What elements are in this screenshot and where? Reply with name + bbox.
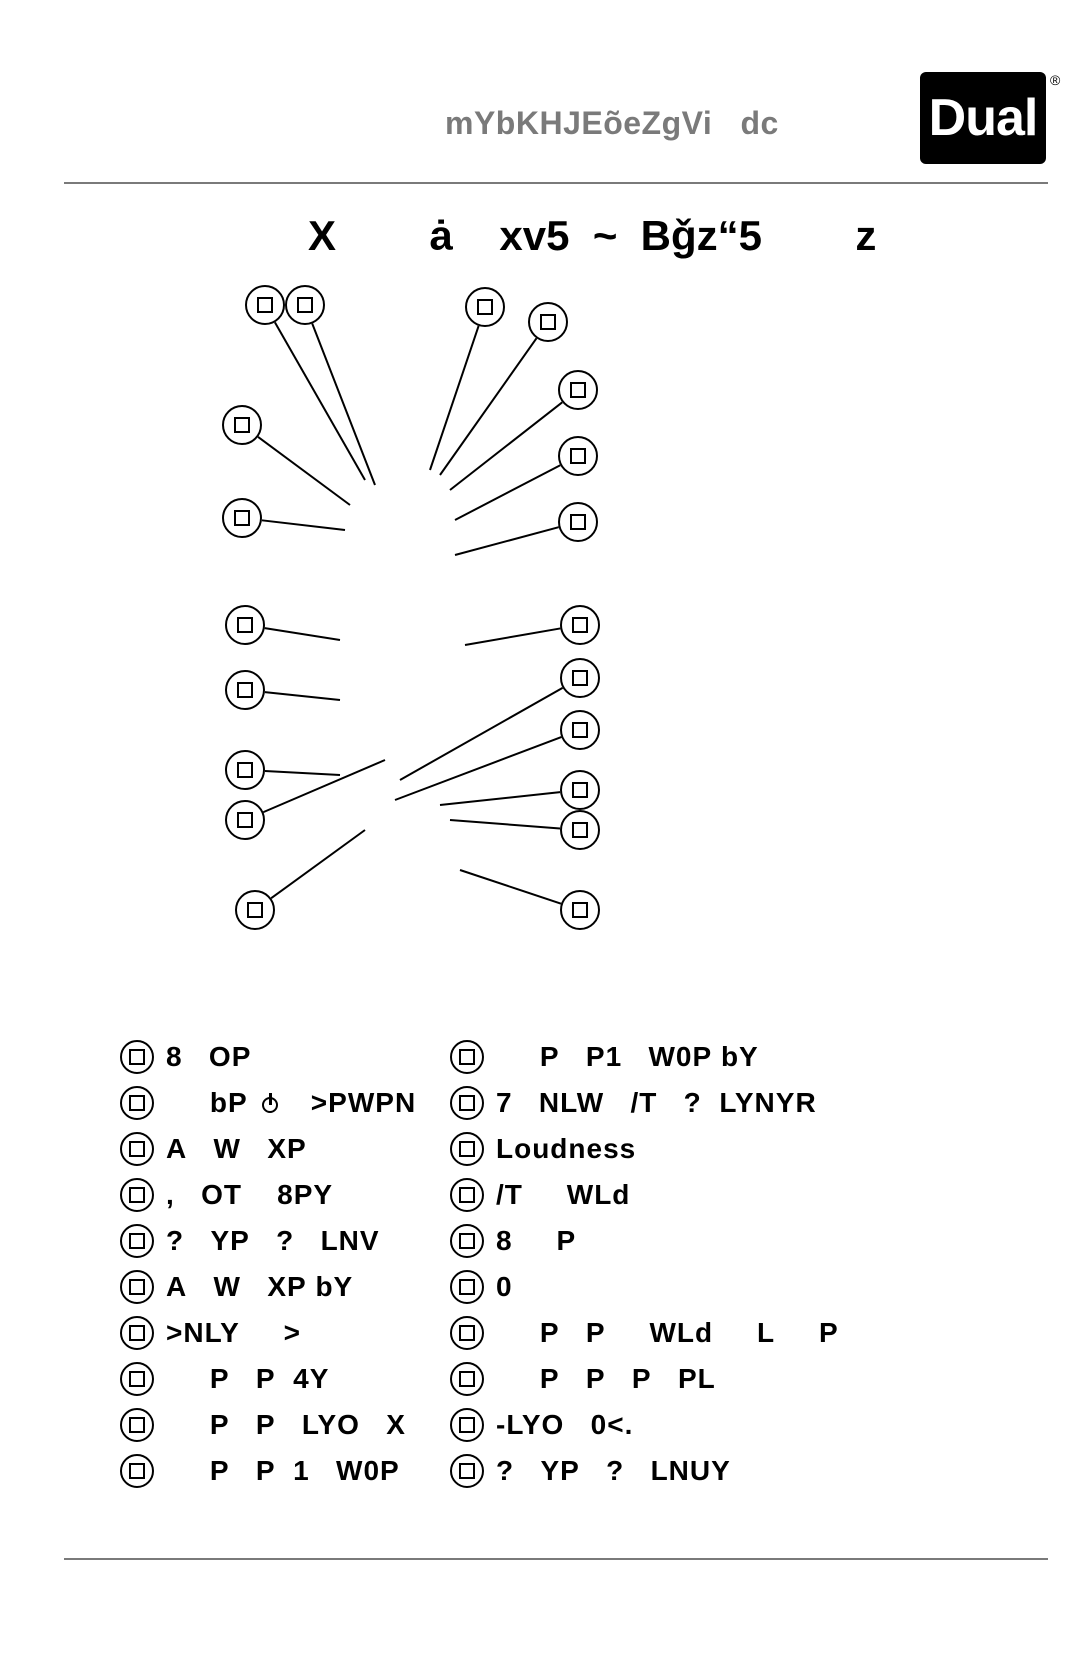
legend-item: -LYO 0<.	[450, 1408, 633, 1442]
callout-marker	[465, 287, 505, 327]
bottom-rule	[64, 1558, 1048, 1560]
legend-label: -LYO 0<.	[496, 1409, 633, 1441]
callout-marker	[558, 370, 598, 410]
callout-marker	[225, 605, 265, 645]
legend-label: 7 NLW /T ? LYNYR	[496, 1087, 817, 1119]
legend-label: P P1 W0P bY	[496, 1041, 759, 1073]
legend-label: A W XP bY	[166, 1271, 353, 1303]
registered-mark: ®	[1050, 72, 1060, 88]
legend-marker-icon	[450, 1132, 484, 1166]
legend-item: P P WLd L P	[450, 1316, 839, 1350]
legend-marker-icon	[450, 1362, 484, 1396]
legend-item: Loudness	[450, 1132, 636, 1166]
legend-item: A W XP	[120, 1132, 307, 1166]
header-subtitle: mYbKHJEõeZgVi dc	[445, 105, 779, 142]
legend-marker-icon	[120, 1178, 154, 1212]
callout-marker	[225, 670, 265, 710]
legend-label: 8 OP	[166, 1041, 251, 1073]
callout-marker	[528, 302, 568, 342]
legend-marker-icon	[120, 1362, 154, 1396]
callout-marker	[560, 710, 600, 750]
callout-marker	[225, 750, 265, 790]
legend-item: 8 P	[450, 1224, 576, 1258]
legend-item: ? YP ? LNUY	[450, 1454, 731, 1488]
callout-marker	[560, 658, 600, 698]
legend-item: >NLY >	[120, 1316, 301, 1350]
legend-marker-icon	[120, 1040, 154, 1074]
legend-label: Loudness	[496, 1133, 636, 1165]
legend-label: 8 P	[496, 1225, 576, 1257]
legend-label: /T WLd	[496, 1179, 630, 1211]
legend-item: P P LYO X	[120, 1408, 406, 1442]
legend-label: , OT 8PY	[166, 1179, 333, 1211]
legend-label: 0	[496, 1271, 513, 1303]
legend-item: , OT 8PY	[120, 1178, 333, 1212]
legend-marker-icon	[450, 1086, 484, 1120]
legend-marker-icon	[450, 1454, 484, 1488]
legend-label: P P WLd L P	[496, 1317, 839, 1349]
callout-marker	[560, 605, 600, 645]
legend-marker-icon	[450, 1178, 484, 1212]
legend-item: P P1 W0P bY	[450, 1040, 759, 1074]
legend-marker-icon	[450, 1224, 484, 1258]
legend-item: P P P PL	[450, 1362, 716, 1396]
legend-label: ? YP ? LNUY	[496, 1455, 731, 1487]
legend-item: 8 OP	[120, 1040, 251, 1074]
callout-marker	[560, 770, 600, 810]
legend-item: P P 4Y	[120, 1362, 329, 1396]
legend-marker-icon	[120, 1270, 154, 1304]
callout-marker	[245, 285, 285, 325]
callout-marker	[225, 800, 265, 840]
legend-item: 7 NLW /T ? LYNYR	[450, 1086, 817, 1120]
legend-marker-icon	[450, 1316, 484, 1350]
legend-label: P P P PL	[496, 1363, 716, 1395]
legend-marker-icon	[120, 1086, 154, 1120]
legend-item: 0	[450, 1270, 513, 1304]
legend-label: P P LYO X	[166, 1409, 406, 1441]
callout-marker	[222, 405, 262, 445]
callout-marker	[558, 436, 598, 476]
page-title: X ȧ xv5 ~ Bǧz“5 z	[308, 212, 876, 260]
legend-marker-icon	[450, 1040, 484, 1074]
legend-label: >NLY >	[166, 1317, 301, 1349]
legend-label: ? YP ? LNV	[166, 1225, 380, 1257]
callout-marker	[222, 498, 262, 538]
legend-label: A W XP	[166, 1133, 307, 1165]
legend-marker-icon	[120, 1454, 154, 1488]
legend-marker-icon	[120, 1132, 154, 1166]
legend-marker-icon	[120, 1408, 154, 1442]
callout-marker	[558, 502, 598, 542]
legend-label: P P 4Y	[166, 1363, 329, 1395]
callout-marker	[285, 285, 325, 325]
callout-marker	[560, 890, 600, 930]
legend-item: ? YP ? LNV	[120, 1224, 380, 1258]
legend-marker-icon	[120, 1224, 154, 1258]
top-rule	[64, 182, 1048, 184]
legend-item: P P 1 W0P	[120, 1454, 400, 1488]
legend-item: bP >PWPN	[120, 1086, 416, 1120]
brand-logo: Dual	[920, 72, 1046, 164]
callout-marker	[235, 890, 275, 930]
legend-item: A W XP bY	[120, 1270, 353, 1304]
page: mYbKHJEõeZgVi dc Dual ® X ȧ xv5 ~ Bǧz“5…	[0, 0, 1080, 1669]
power-icon	[260, 1095, 280, 1115]
legend-label: P P 1 W0P	[166, 1455, 400, 1487]
legend-item: /T WLd	[450, 1178, 630, 1212]
callout-marker	[560, 810, 600, 850]
legend-label: bP >PWPN	[166, 1087, 416, 1119]
legend-marker-icon	[450, 1408, 484, 1442]
legend-marker-icon	[450, 1270, 484, 1304]
legend-marker-icon	[120, 1316, 154, 1350]
